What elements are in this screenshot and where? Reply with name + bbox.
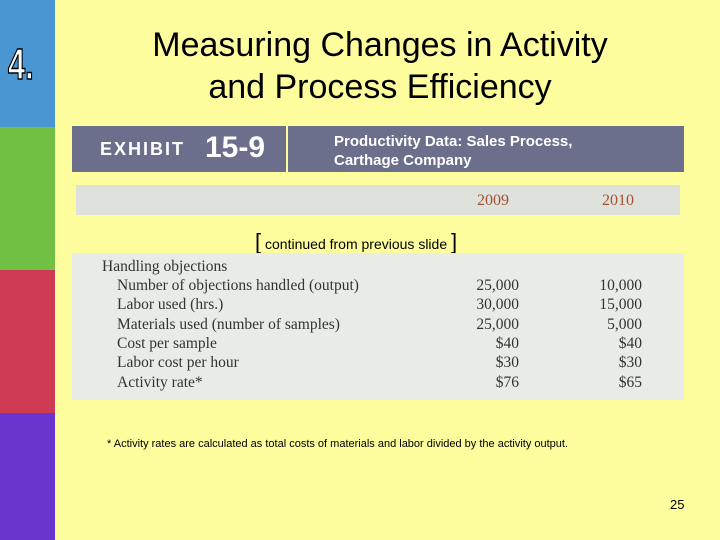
cell: 25,000 bbox=[476, 315, 519, 333]
column-header-band: 2009 2010 bbox=[76, 185, 680, 215]
strip-red bbox=[0, 270, 55, 413]
cell: $40 bbox=[495, 334, 519, 352]
section-label: Handling objections bbox=[102, 258, 228, 275]
continued-note: continued from previous slide bbox=[265, 236, 448, 252]
row-label: Activity rate* bbox=[117, 373, 203, 391]
cell: 30,000 bbox=[476, 296, 519, 314]
exhibit-number: 15-9 bbox=[205, 131, 266, 164]
exhibit-caption: Carthage Company bbox=[334, 152, 472, 169]
slide-number-label: 4. bbox=[7, 39, 34, 90]
page-number: 25 bbox=[670, 497, 685, 512]
row-label: Labor cost per hour bbox=[117, 354, 239, 372]
row-label: Number of objections handled (output) bbox=[117, 277, 359, 294]
row-label: Labor used (hrs.) bbox=[117, 296, 224, 314]
title-line: Measuring Changes in Activity bbox=[152, 26, 608, 64]
footnote: * Activity rates are calculated as total… bbox=[107, 438, 569, 450]
cell: $76 bbox=[495, 373, 519, 391]
cell: $30 bbox=[618, 354, 642, 372]
cell: 15,000 bbox=[599, 296, 642, 314]
divider bbox=[286, 126, 288, 172]
cell: $40 bbox=[618, 334, 642, 352]
column-header: 2010 bbox=[602, 192, 634, 209]
column-header: 2009 bbox=[477, 192, 509, 209]
table-panel: Handling objections Number of objections… bbox=[72, 253, 684, 400]
exhibit-caption: Productivity Data: Sales Process, bbox=[334, 133, 573, 150]
exhibit-bar: EXHIBIT 15-9 Productivity Data: Sales Pr… bbox=[72, 126, 684, 172]
strip-purple bbox=[0, 413, 55, 540]
row-label: Cost per sample bbox=[117, 334, 217, 352]
cell: 25,000 bbox=[476, 277, 519, 294]
cell: $30 bbox=[495, 354, 519, 372]
cell: 10,000 bbox=[599, 277, 642, 294]
title-line: and Process Efficiency bbox=[208, 68, 552, 106]
continued-note-wrap: [ continued from previous slide ] bbox=[255, 229, 458, 254]
cell: $65 bbox=[618, 373, 642, 391]
exhibit-word: EXHIBIT bbox=[100, 139, 186, 159]
cell: 5,000 bbox=[607, 315, 642, 333]
row-label: Materials used (number of samples) bbox=[117, 315, 340, 333]
strip-blue bbox=[0, 0, 55, 127]
strip-green bbox=[0, 127, 55, 270]
